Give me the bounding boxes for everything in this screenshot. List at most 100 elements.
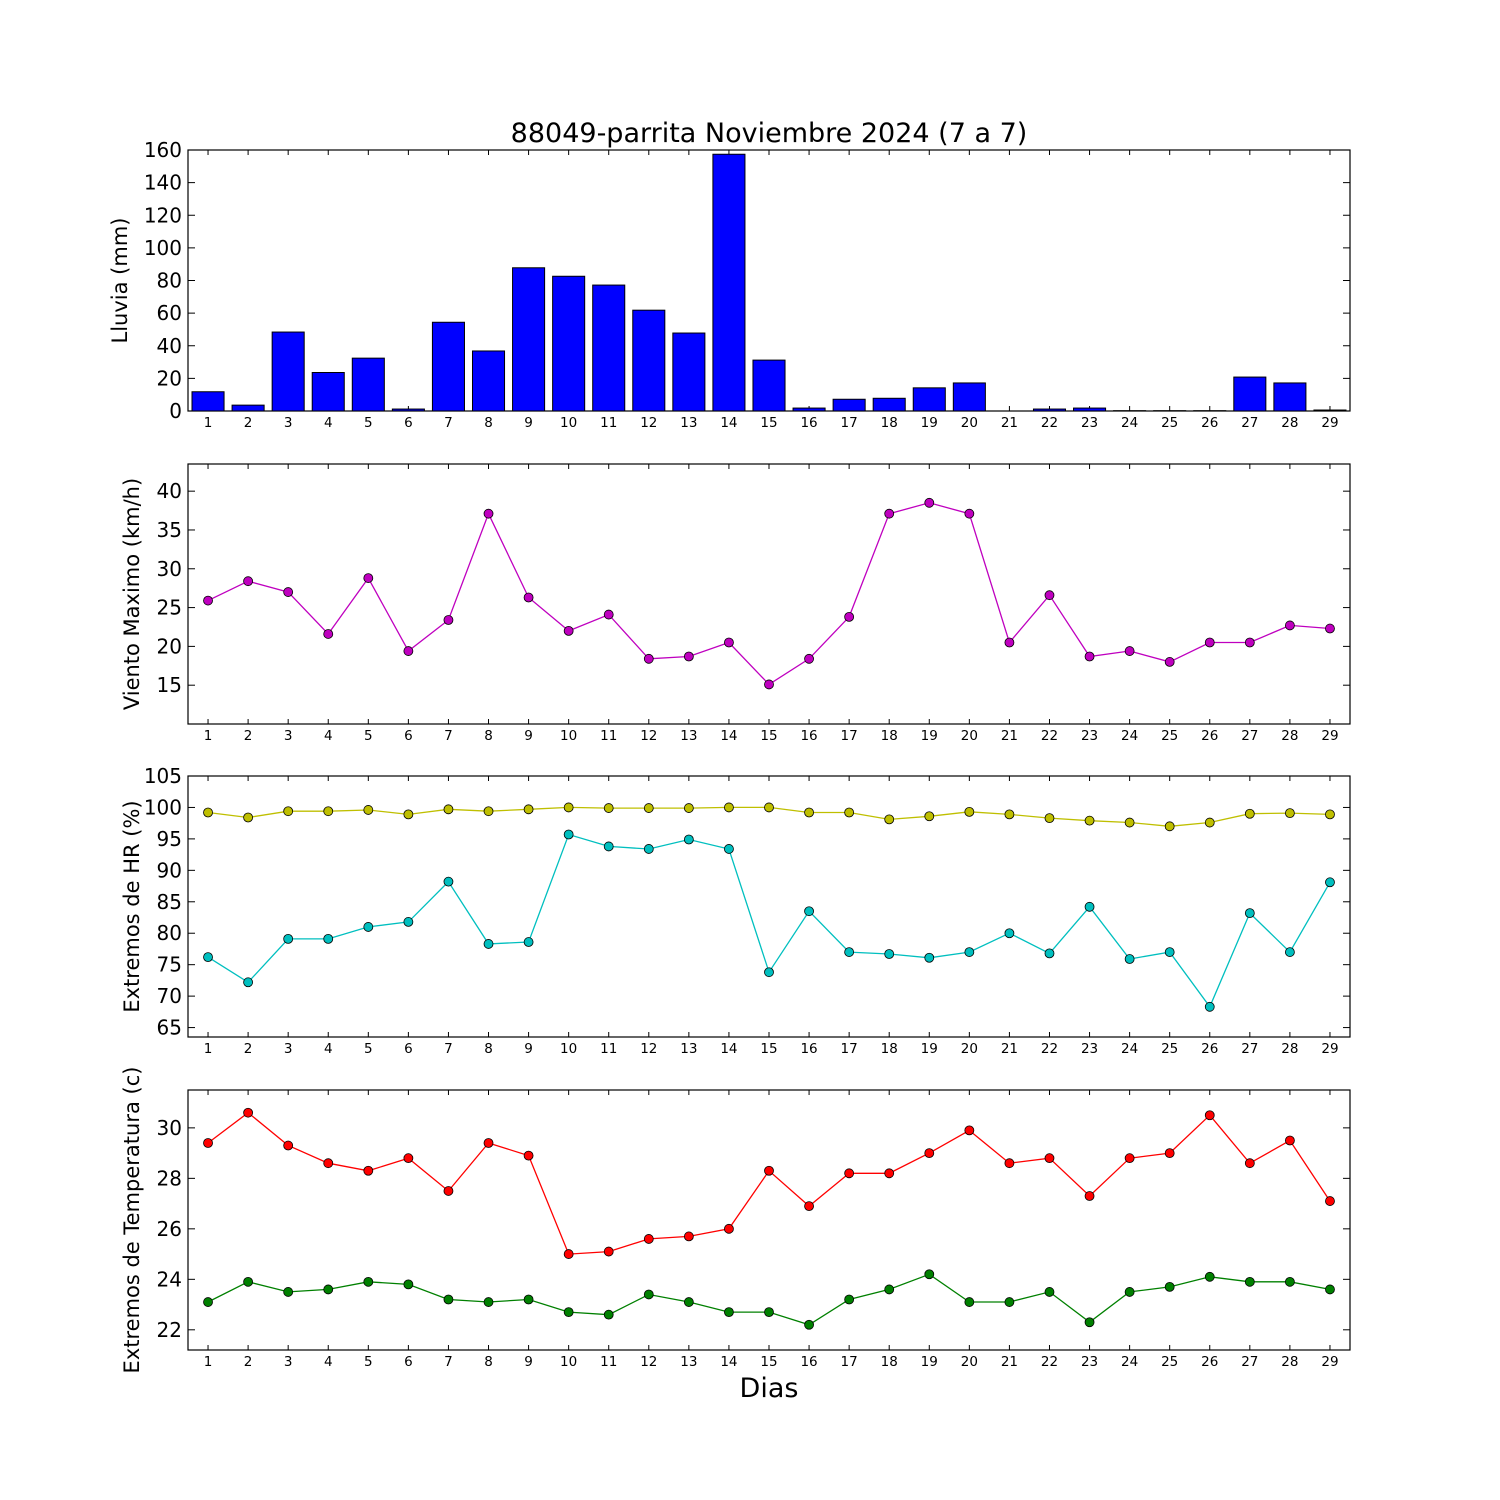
data-point-2-day-21 xyxy=(1004,928,1015,939)
data-point-1-day-12 xyxy=(643,653,654,664)
x-tick-label: 17 xyxy=(841,415,858,431)
x-tick-label: 14 xyxy=(720,1354,737,1370)
data-point-2-day-12 xyxy=(643,1289,654,1300)
x-tick-label: 8 xyxy=(484,415,493,431)
x-tick-label: 9 xyxy=(524,1354,533,1370)
data-point-1-day-13 xyxy=(683,803,694,813)
x-tick-label: 20 xyxy=(961,415,978,431)
x-tick-label: 7 xyxy=(444,728,453,744)
data-point-1-day-10 xyxy=(563,802,574,813)
data-point-1-day-23 xyxy=(1084,815,1095,826)
y-tick-label: 22 xyxy=(157,1318,182,1342)
bar-day-27 xyxy=(1233,376,1267,412)
bar-day-1 xyxy=(191,391,225,412)
data-point-2-day-29 xyxy=(1325,1284,1335,1295)
bar-day-18 xyxy=(872,397,906,412)
data-point-2-day-17 xyxy=(844,947,855,957)
data-point-2-day-22 xyxy=(1044,948,1055,959)
data-point-2-day-10 xyxy=(563,1307,574,1318)
data-point-2-day-26 xyxy=(1204,1001,1215,1012)
data-point-2-day-24 xyxy=(1124,954,1135,964)
y-tick-label: 25 xyxy=(157,596,182,620)
data-point-1-day-9 xyxy=(523,1150,534,1161)
x-tick-label: 3 xyxy=(284,728,293,744)
data-point-2-day-28 xyxy=(1284,1276,1295,1287)
data-point-2-day-25 xyxy=(1164,1281,1175,1292)
x-tick-label: 27 xyxy=(1241,1354,1258,1370)
y-tick-label: 20 xyxy=(157,634,182,658)
bar-day-23 xyxy=(1073,407,1107,412)
data-point-2-day-9 xyxy=(523,1294,534,1305)
data-point-1-day-2 xyxy=(243,576,254,587)
data-point-1-day-16 xyxy=(804,807,814,818)
x-tick-label: 18 xyxy=(881,415,898,431)
data-point-1-day-5 xyxy=(363,1165,374,1176)
data-point-1-day-1 xyxy=(203,595,213,606)
x-tick-label: 15 xyxy=(760,1354,777,1370)
data-point-2-day-14 xyxy=(724,844,734,854)
y-tick-label: 85 xyxy=(157,890,182,914)
x-tick-label: 29 xyxy=(1321,1354,1338,1370)
x-tick-label: 8 xyxy=(484,1041,493,1057)
data-point-1-day-9 xyxy=(523,804,534,815)
data-point-1-day-29 xyxy=(1325,809,1335,820)
bar-day-13 xyxy=(672,332,706,412)
x-tick-label: 3 xyxy=(284,1354,293,1370)
data-point-1-day-18 xyxy=(884,814,895,825)
x-tick-label: 5 xyxy=(364,1041,373,1057)
data-point-1-day-21 xyxy=(1004,1158,1015,1169)
data-point-1-day-7 xyxy=(443,615,454,625)
data-point-2-day-5 xyxy=(363,922,374,932)
data-point-2-day-3 xyxy=(283,1287,294,1297)
data-point-1-day-3 xyxy=(283,1140,294,1151)
data-point-1-day-23 xyxy=(1084,651,1095,662)
x-tick-label: 19 xyxy=(921,728,938,744)
data-point-2-day-16 xyxy=(804,906,814,917)
data-point-2-day-7 xyxy=(443,876,454,887)
bar-day-7 xyxy=(431,321,465,412)
x-tick-label: 9 xyxy=(524,1041,533,1057)
x-tick-label: 11 xyxy=(600,1041,617,1057)
bar-day-29 xyxy=(1313,409,1347,412)
data-point-2-day-18 xyxy=(884,949,895,959)
bar-day-3 xyxy=(271,331,305,412)
data-point-2-day-23 xyxy=(1084,1317,1095,1328)
x-tick-label: 19 xyxy=(921,1354,938,1370)
data-point-1-day-21 xyxy=(1004,637,1015,648)
x-tick-label: 29 xyxy=(1321,415,1338,431)
data-point-1-day-10 xyxy=(563,625,574,636)
data-point-2-day-19 xyxy=(924,952,935,963)
data-point-1-day-22 xyxy=(1044,813,1055,824)
data-point-1-day-5 xyxy=(363,805,374,815)
x-tick-label: 25 xyxy=(1161,1041,1178,1057)
x-tick-label: 8 xyxy=(484,728,493,744)
x-tick-label: 25 xyxy=(1161,1354,1178,1370)
x-tick-label: 22 xyxy=(1041,1041,1058,1057)
x-tick-label: 24 xyxy=(1121,1041,1138,1057)
data-point-1-day-27 xyxy=(1244,1158,1255,1169)
x-tick-label: 5 xyxy=(364,1354,373,1370)
bar-day-16 xyxy=(792,407,826,412)
data-point-2-day-4 xyxy=(323,1284,334,1295)
y-tick-label: 65 xyxy=(157,1016,182,1040)
data-point-1-day-1 xyxy=(203,807,213,818)
bar-day-2 xyxy=(231,404,265,412)
data-point-2-day-10 xyxy=(563,829,574,840)
data-point-1-day-19 xyxy=(924,1148,935,1159)
y-tick-label: 90 xyxy=(157,858,182,882)
x-tick-label: 1 xyxy=(204,728,213,744)
data-point-2-day-8 xyxy=(483,1297,494,1307)
x-tick-label: 4 xyxy=(324,415,333,431)
y-tick-label: 75 xyxy=(157,953,182,977)
bar-day-15 xyxy=(752,359,786,412)
data-point-1-day-11 xyxy=(603,1246,614,1257)
x-tick-label: 10 xyxy=(560,1041,577,1057)
x-tick-label: 25 xyxy=(1161,728,1178,744)
x-tick-label: 25 xyxy=(1161,415,1178,431)
data-point-2-day-8 xyxy=(483,939,494,949)
data-point-1-day-13 xyxy=(683,651,694,662)
data-point-2-day-24 xyxy=(1124,1287,1135,1297)
x-tick-label: 18 xyxy=(881,1041,898,1057)
